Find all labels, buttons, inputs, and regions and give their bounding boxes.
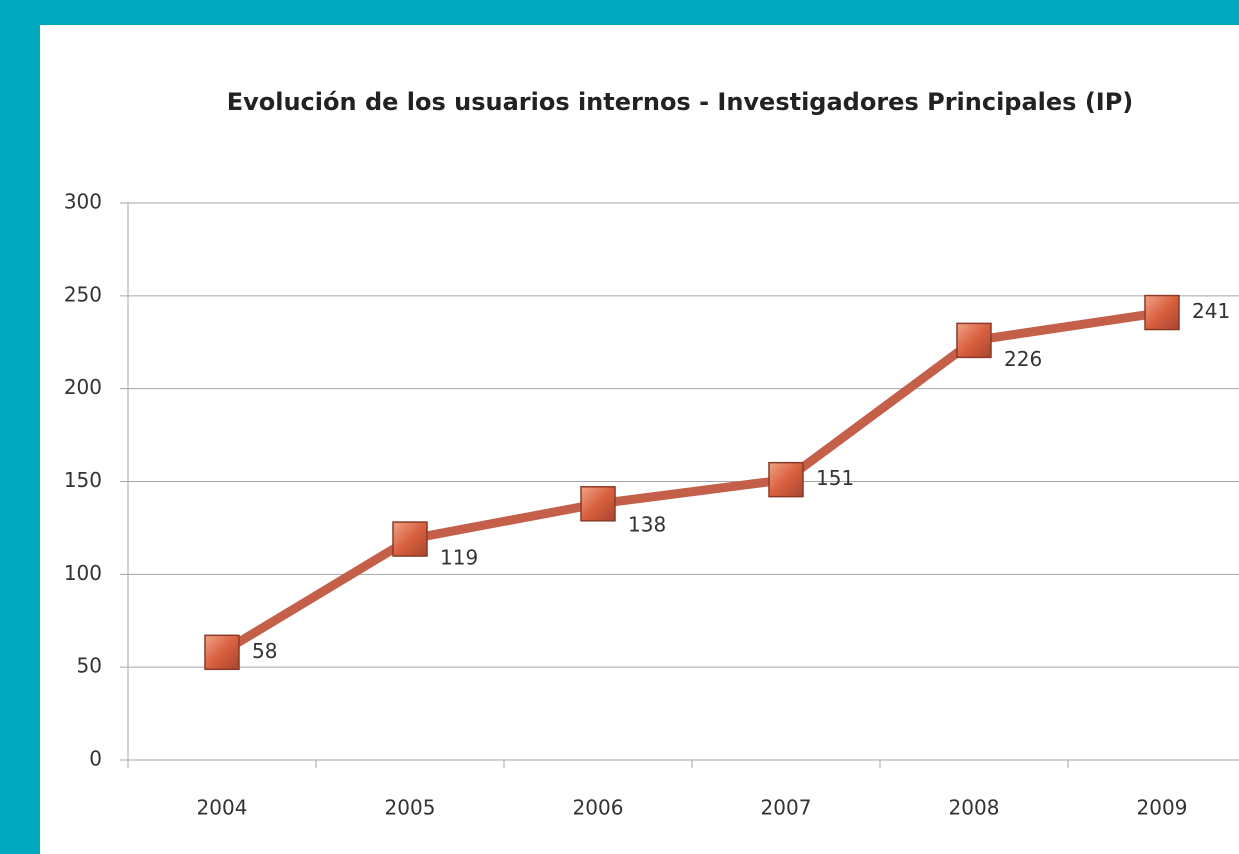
y-tick-label: 0 [89,747,102,771]
x-tick-label: 2005 [385,796,436,820]
y-tick-label: 50 [77,654,102,678]
y-tick-label: 250 [64,282,102,306]
y-tick-label: 150 [64,468,102,492]
y-tick-label: 200 [64,375,102,399]
marker [768,461,804,498]
y-tick-label: 100 [64,561,102,585]
data-label: 241 [1192,299,1230,323]
marker [580,486,616,522]
line [219,308,1163,657]
data-label: 138 [628,512,666,536]
data-label: 58 [252,639,277,663]
marker [204,634,240,671]
y-tick-label: 300 [64,190,102,214]
x-tick-label: 2009 [1137,796,1188,820]
x-tick-label: 2006 [573,796,624,820]
x-tick-label: 2007 [761,796,812,820]
marker [392,521,428,557]
marker [956,322,992,359]
marker [1144,294,1180,331]
data-label: 226 [1004,347,1042,371]
chart-title: Evolución de los usuarios internos - Inv… [227,88,1134,116]
x-tick-label: 2008 [949,796,1000,820]
x-tick-label: 2004 [197,796,248,820]
chart-panel [40,25,1239,854]
data-label: 151 [816,466,854,490]
data-label: 119 [440,546,478,570]
